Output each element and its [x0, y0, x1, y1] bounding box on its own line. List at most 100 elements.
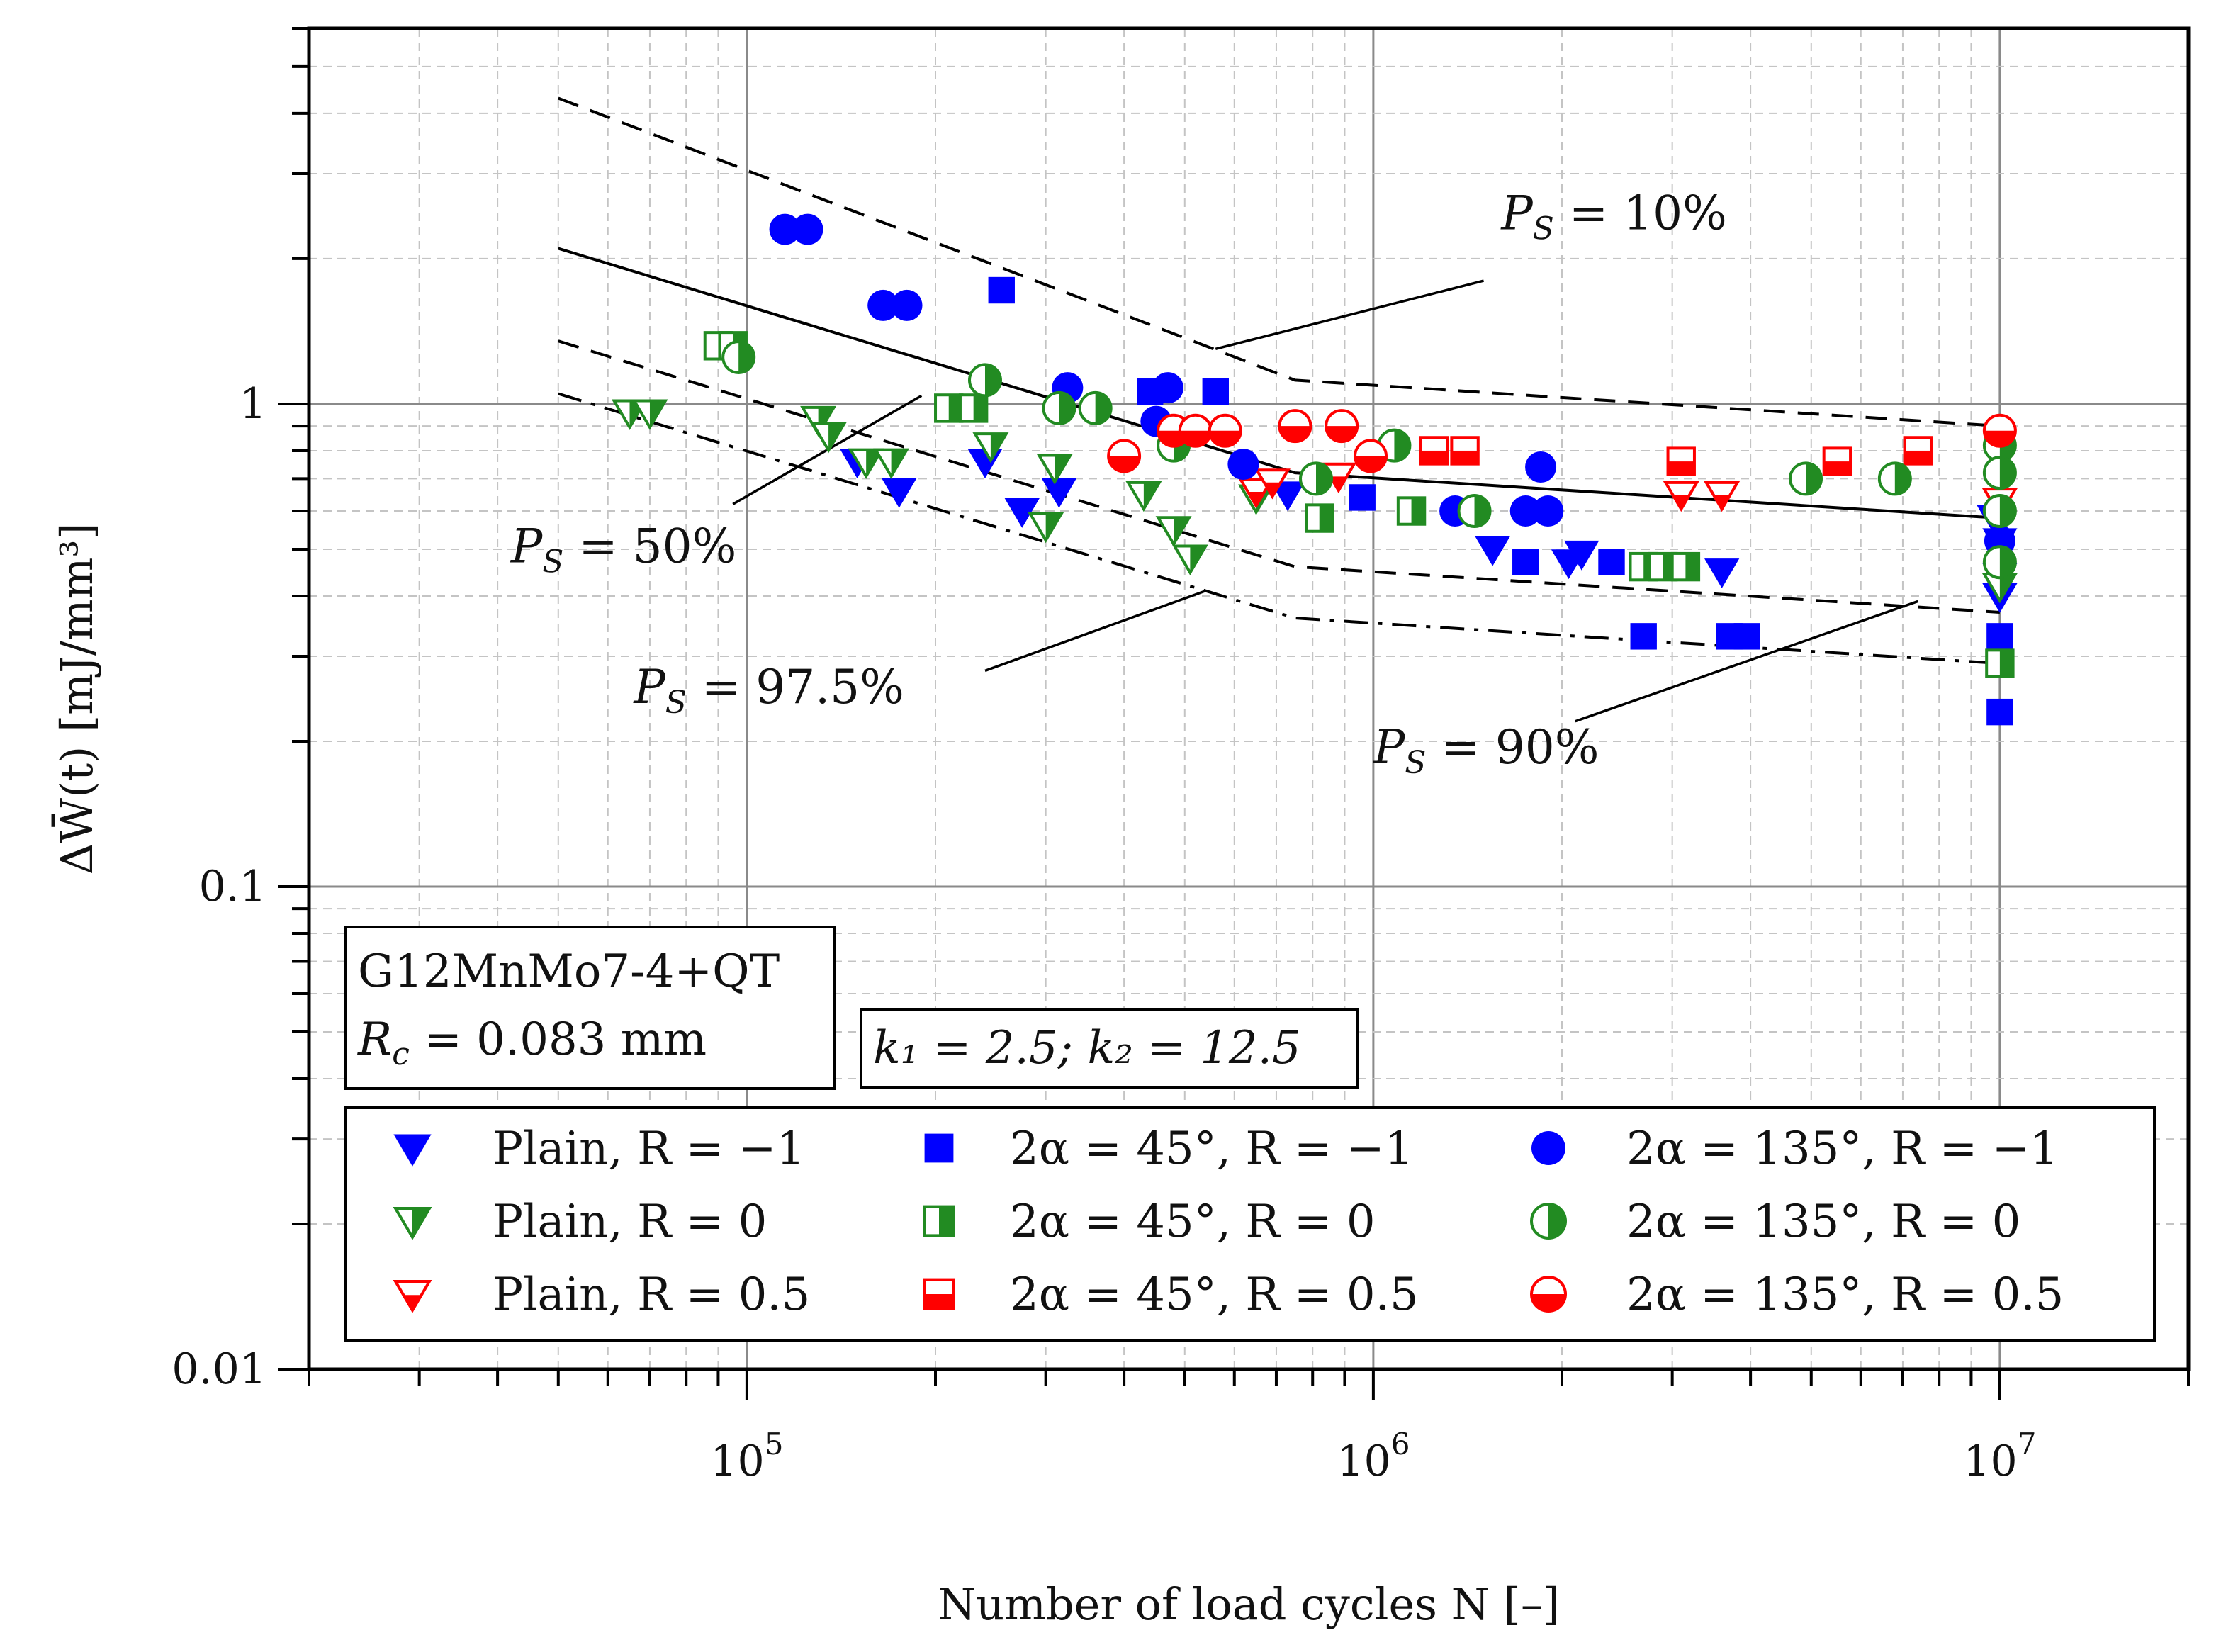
data-point	[867, 289, 899, 321]
data-point	[1396, 496, 1427, 526]
data-point	[1238, 478, 1275, 509]
annotation-label: PS = 10%	[1500, 186, 1727, 247]
data-point	[1670, 551, 1701, 582]
legend-box	[344, 1106, 2156, 1342]
x-tick-label: 106	[1337, 1427, 1410, 1486]
data-point	[1155, 516, 1192, 547]
data-point	[1278, 409, 1312, 444]
legend-label: 2α = 135°, R = 0	[1626, 1196, 2020, 1248]
legend-marker	[1530, 1276, 1567, 1313]
control-radius: Rc = 0.083 mm	[357, 1013, 707, 1072]
legend-marker	[1530, 1203, 1567, 1240]
data-point	[1509, 495, 1541, 527]
axes: 105 106 107 1 0.1 0.01 Number of load cycles N…	[51, 26, 2191, 1630]
data-points	[612, 213, 2018, 726]
data-point	[1457, 494, 1492, 529]
data-point	[1270, 481, 1305, 512]
legend-label: Plain, R = −1	[493, 1123, 805, 1175]
data-point	[1178, 413, 1213, 448]
data-point	[882, 478, 917, 508]
data-point	[1078, 390, 1113, 425]
data-point	[1982, 413, 2017, 448]
data-point	[631, 399, 668, 430]
data-point	[1305, 503, 1334, 533]
data-point	[1349, 484, 1376, 511]
data-point	[1532, 495, 1564, 527]
legend-marker	[923, 1278, 955, 1310]
annotation-leader	[1575, 600, 1918, 723]
data-point	[1202, 378, 1229, 405]
data-point	[1525, 451, 1557, 483]
annotation-label: PS = 50%	[510, 519, 737, 580]
data-point	[721, 339, 756, 374]
legend-label: 2α = 135°, R = −1	[1626, 1123, 2059, 1175]
legend-marker	[1531, 1131, 1565, 1165]
data-point	[1733, 623, 1760, 650]
legend-label: 2α = 135°, R = 0.5	[1626, 1269, 2064, 1321]
y-tick-label: 1	[240, 379, 266, 429]
data-point	[873, 448, 910, 479]
legend-marker	[924, 1133, 954, 1163]
data-point	[1254, 468, 1291, 500]
data-point	[1042, 390, 1076, 425]
y-tick-label: 0.01	[172, 1344, 266, 1394]
curve-2	[558, 339, 2001, 614]
data-point	[1598, 549, 1625, 575]
y-tick-label: 0.1	[199, 862, 266, 911]
legend-label: 2α = 45°, R = 0.5	[1010, 1269, 1419, 1321]
data-point	[1450, 436, 1480, 466]
data-point	[810, 422, 847, 454]
data-point	[1986, 698, 2013, 726]
data-point	[1036, 454, 1073, 485]
data-point	[1985, 648, 2015, 678]
data-point	[958, 393, 989, 423]
data-point	[1475, 536, 1510, 566]
data-point	[1704, 558, 1740, 588]
data-point	[1354, 439, 1388, 473]
data-point	[988, 276, 1015, 304]
data-point	[1227, 449, 1259, 481]
data-point	[1982, 545, 2017, 580]
legend-label: 2α = 45°, R = 0	[1010, 1196, 1376, 1248]
legend-label: 2α = 45°, R = −1	[1010, 1123, 1413, 1175]
data-point	[1171, 544, 1208, 575]
data-point	[1125, 481, 1162, 512]
curve-3	[558, 392, 2001, 665]
data-point	[1107, 439, 1142, 473]
data-point	[1704, 481, 1741, 512]
data-point	[800, 405, 837, 437]
material-info-box	[344, 926, 836, 1090]
annotation-label: PS = 97.5%	[633, 660, 904, 721]
data-point	[891, 289, 923, 321]
data-point	[1986, 623, 2013, 650]
data-point	[1419, 436, 1449, 466]
annotation-leader	[984, 590, 1206, 673]
data-point	[769, 213, 801, 245]
legend-marker	[393, 1207, 432, 1240]
x-axis-label: Number of load cycles N [–]	[938, 1578, 1560, 1630]
data-point	[1564, 540, 1599, 571]
annotation-leader	[1215, 279, 1484, 351]
data-point	[1630, 623, 1657, 650]
data-point	[848, 448, 884, 479]
data-point	[1903, 436, 1933, 466]
data-point	[1666, 446, 1696, 476]
material-name: G12MnMo7-4+QT	[358, 945, 780, 998]
data-point	[1298, 461, 1333, 496]
curve-0	[558, 96, 2001, 428]
x-tick-label: 105	[710, 1427, 783, 1486]
data-point	[1152, 372, 1184, 404]
data-point	[1512, 549, 1539, 575]
data-point	[1982, 494, 2017, 529]
x-tick-label: 107	[1963, 1427, 2036, 1486]
y-axis-label: ΔW̄(t) [mJ/mm³]	[51, 523, 103, 875]
data-point	[792, 213, 823, 245]
legend: Plain, R = −1 2α = 45°, R = −1 2α = 135°, …	[344, 1106, 2156, 1342]
info-boxes: G12MnMo7-4+QT Rc = 0.083 mm k₁ = 2.5; k₂ =…	[344, 926, 1359, 1090]
plot-frame	[307, 26, 2191, 1371]
slope-info-box	[860, 1008, 1359, 1089]
curve-1	[558, 247, 2001, 520]
legend-label: Plain, R = 0	[493, 1196, 767, 1248]
legend-marker	[923, 1205, 955, 1237]
